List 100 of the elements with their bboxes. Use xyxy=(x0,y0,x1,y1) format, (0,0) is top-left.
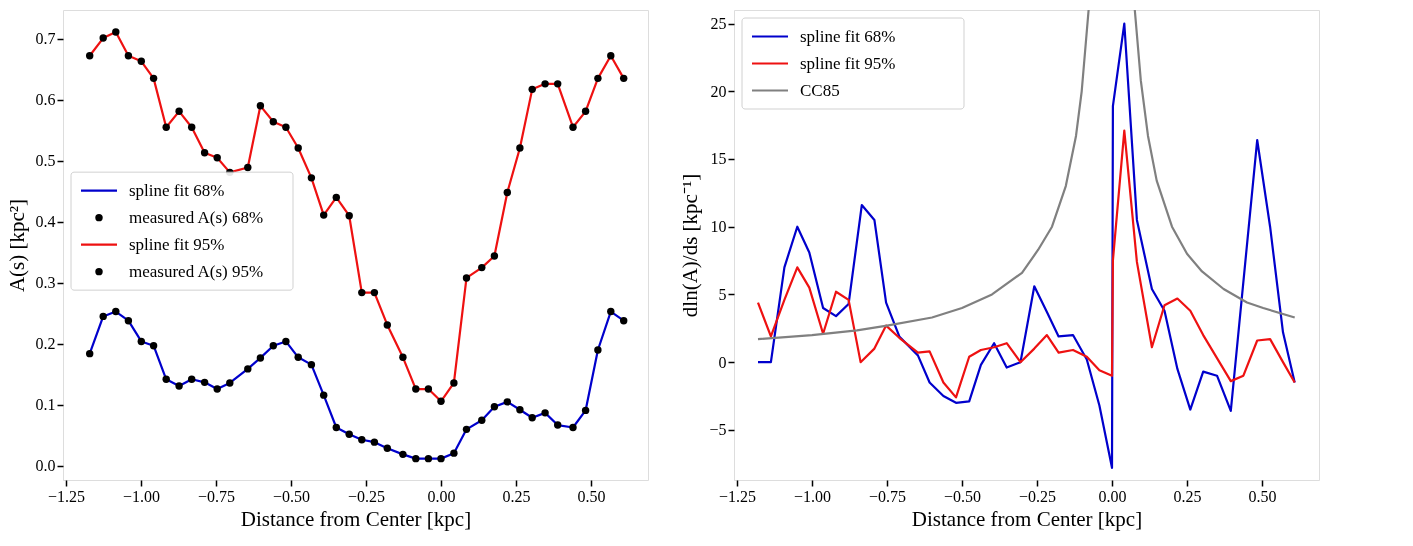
point xyxy=(358,288,366,297)
x-tick-label: 0.00 xyxy=(1098,487,1127,505)
x-tick-label: −1.25 xyxy=(47,487,86,505)
point xyxy=(124,316,133,325)
point xyxy=(294,144,302,152)
point xyxy=(244,365,252,373)
point xyxy=(332,193,341,202)
point xyxy=(213,154,221,162)
point xyxy=(619,316,628,325)
x-tick-label: −0.50 xyxy=(943,487,982,505)
x-tick-label: 0.50 xyxy=(1248,487,1277,505)
point xyxy=(462,274,471,282)
point xyxy=(581,406,590,415)
y-tick-label: 0.4 xyxy=(35,213,56,231)
y-tick-label: 10 xyxy=(710,218,727,236)
x-tick-label: −0.75 xyxy=(868,487,907,505)
point xyxy=(528,414,536,422)
point xyxy=(226,379,234,387)
x-tick-label: −0.25 xyxy=(347,487,386,505)
point xyxy=(383,321,392,329)
point xyxy=(503,398,512,406)
point xyxy=(99,312,107,321)
point xyxy=(450,379,458,387)
y-tick-label: 20 xyxy=(710,82,727,100)
point xyxy=(319,391,328,399)
point xyxy=(137,337,146,346)
point xyxy=(594,346,602,354)
x-tick-label: −0.50 xyxy=(272,487,311,505)
point xyxy=(503,188,512,197)
point xyxy=(437,454,445,463)
x-axis-title: Distance from Center [kpc] xyxy=(240,506,472,531)
point xyxy=(256,102,265,110)
point xyxy=(269,342,278,350)
line-series xyxy=(756,129,1296,399)
x-tick-label: −1.00 xyxy=(793,487,832,505)
point xyxy=(200,149,209,157)
point xyxy=(478,416,486,424)
y-tick-label: 0.5 xyxy=(35,152,56,170)
point xyxy=(307,174,316,182)
legend-label: spline fit 68% xyxy=(129,180,225,200)
point xyxy=(412,454,420,463)
y-tick-label: 0.1 xyxy=(35,396,56,414)
y-tick-label: 0.7 xyxy=(35,30,56,48)
point xyxy=(594,74,602,83)
x-axis-title: Distance from Center [kpc] xyxy=(911,506,1143,531)
point xyxy=(282,337,290,346)
point xyxy=(490,403,499,411)
point xyxy=(553,421,562,429)
point xyxy=(99,34,107,42)
point xyxy=(162,123,170,131)
y-tick-label: 0.2 xyxy=(35,335,56,353)
y-tick-label: 0 xyxy=(718,353,727,371)
x-tick-label: 0.25 xyxy=(1173,487,1202,505)
y-tick-label: 0.6 xyxy=(35,91,56,109)
point xyxy=(399,450,407,459)
point xyxy=(553,80,562,88)
point xyxy=(607,307,615,316)
point xyxy=(516,406,524,414)
point xyxy=(424,385,433,393)
point xyxy=(581,107,590,116)
legend-label: measured A(s) 68% xyxy=(129,207,264,227)
point xyxy=(294,353,302,362)
point xyxy=(124,52,133,60)
point xyxy=(607,52,615,60)
x-tick-label: 0.25 xyxy=(502,487,531,505)
y-tick-label: 5 xyxy=(718,285,727,303)
point xyxy=(619,74,628,83)
point xyxy=(399,353,407,362)
y-tick-label: 0.3 xyxy=(35,274,56,292)
y-tick-label: 15 xyxy=(710,150,727,168)
point xyxy=(450,449,458,457)
x-tick-label: 0.00 xyxy=(427,487,456,505)
legend-label: spline fit 95% xyxy=(800,53,896,73)
point xyxy=(412,385,420,393)
point xyxy=(175,107,183,116)
point xyxy=(490,252,499,260)
y-tick-label: 25 xyxy=(710,15,727,33)
point xyxy=(541,409,549,417)
point xyxy=(200,378,209,387)
point xyxy=(256,354,265,362)
point xyxy=(187,375,196,383)
legend-label: CC85 xyxy=(800,80,840,100)
point xyxy=(319,211,328,219)
point xyxy=(149,74,158,83)
point xyxy=(569,123,577,131)
point xyxy=(478,263,486,272)
y-tick-label: −5 xyxy=(709,421,727,439)
point xyxy=(569,423,577,432)
point xyxy=(244,163,252,172)
point xyxy=(332,423,341,432)
point xyxy=(370,438,379,446)
x-tick-label: 0.50 xyxy=(577,487,606,505)
point xyxy=(370,288,379,297)
point xyxy=(383,444,392,452)
legend-label: measured A(s) 95% xyxy=(129,261,264,281)
point xyxy=(187,123,196,131)
point xyxy=(358,436,366,444)
point xyxy=(213,385,221,393)
point xyxy=(85,349,94,358)
point xyxy=(345,212,353,220)
